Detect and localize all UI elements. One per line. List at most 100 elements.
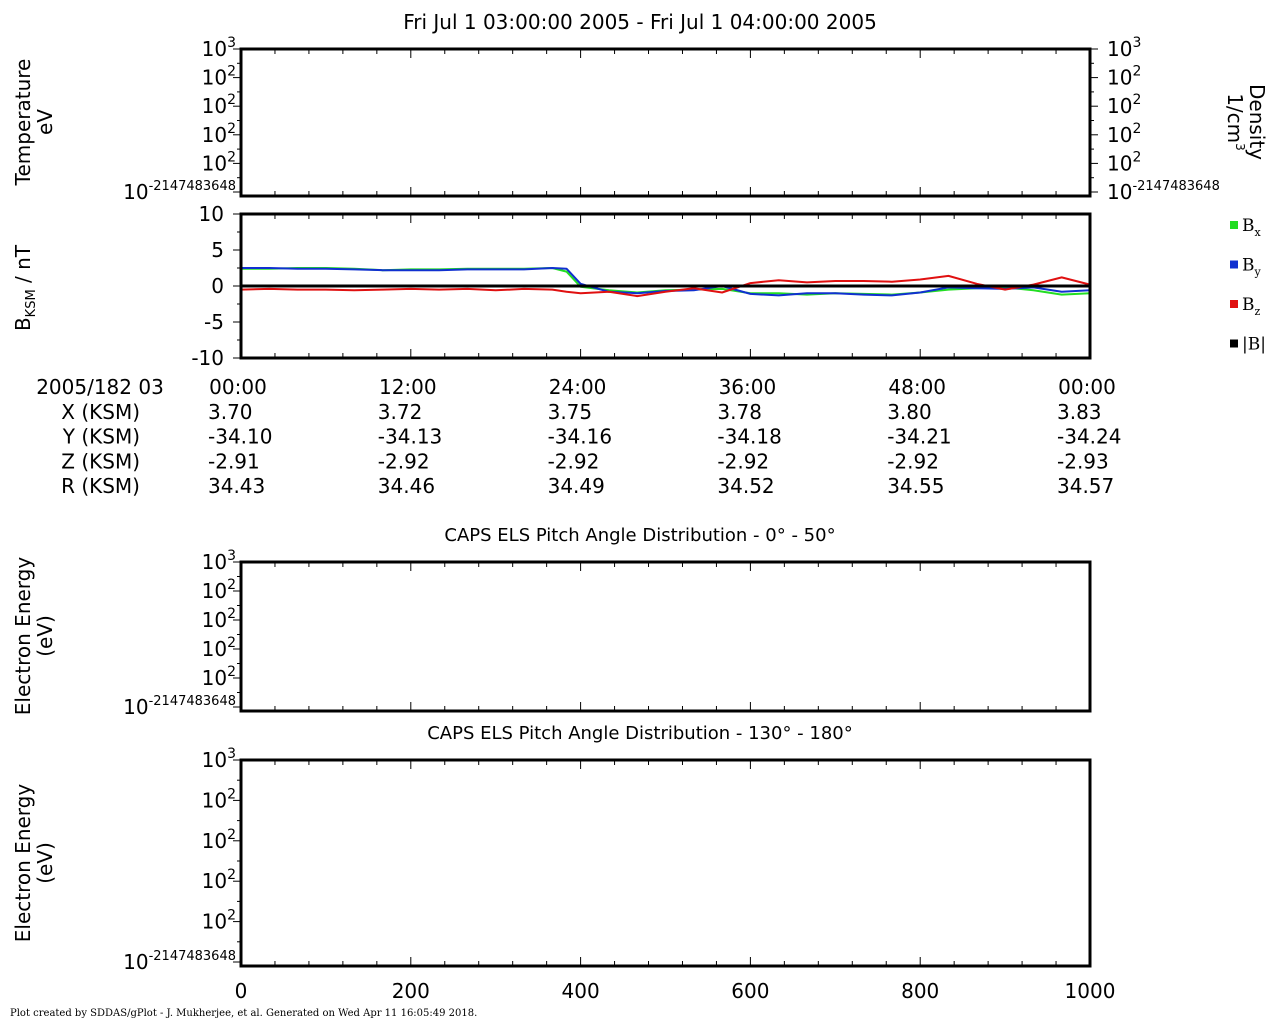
temperature-ylabel-line1: Temperature — [11, 59, 35, 187]
bfield-ytick-label: -5 — [204, 310, 224, 334]
pitch-angle-2-ytick-label-base: 10 — [202, 869, 227, 893]
pitch-angle-2-title: CAPS ELS Pitch Angle Distribution - 130°… — [427, 723, 853, 744]
ephemeris-value: 3.78 — [717, 400, 762, 424]
ephemeris-row-label: Y (KSM) — [62, 425, 140, 449]
ephemeris-value: 3.83 — [1057, 400, 1102, 424]
pitch-angle-1-ytick-label-base: 10 — [123, 695, 148, 719]
pitch-angle-1-ytick-label: 102 — [202, 664, 236, 690]
pitch-angle-2-plot-frame — [239, 758, 1092, 968]
ephemeris-time-label: 24:00 — [549, 375, 607, 399]
legend-label-bz-base: B — [1242, 295, 1255, 315]
pitch-angle-1-ytick-label-exponent: 2 — [227, 664, 236, 680]
pitch-angle-2-ytick-label-exponent: 2 — [227, 827, 236, 843]
ephemeris-value: -2.93 — [1057, 449, 1109, 473]
pitch-angle-1-ytick-label: 102 — [202, 606, 236, 632]
pitch-angle-2-ytick-label-exponent: 3 — [227, 746, 236, 762]
ephemeris-value: -2.92 — [548, 449, 600, 473]
density-ytick-label: 102 — [1107, 121, 1141, 147]
pitch-angle-2-xtick-label: 800 — [901, 979, 939, 1003]
pitch-angle-1-ytick-label-base: 10 — [202, 550, 227, 574]
pitch-angle-2-ytick-label: 10-2147483648 — [123, 949, 236, 974]
bfield-ytick-labels: 10 5 0 -5 -10 — [191, 202, 224, 370]
pitch-angle-1-ytick-label-base: 10 — [202, 637, 227, 661]
series-line-bz — [240, 274, 1091, 298]
temperature-ytick-label-exponent: 3 — [227, 35, 236, 51]
ephemeris-time-label: 12:00 — [379, 375, 437, 399]
density-ytick-label: 102 — [1107, 64, 1141, 90]
bfield-ytick-label: 5 — [211, 238, 224, 262]
ephemeris-value: 34.49 — [548, 474, 605, 498]
temperature-ytick-label: 102 — [202, 92, 236, 118]
density-ytick-label-base: 10 — [1107, 66, 1132, 90]
temperature-ytick-label-base: 10 — [202, 37, 227, 61]
density-ytick-label-exponent: 2 — [1132, 92, 1141, 108]
ephemeris-value: 3.72 — [378, 400, 423, 424]
pitch-angle-2-ytick-label-base: 10 — [202, 748, 227, 772]
pitch-angle-panel-2: CAPS ELS Pitch Angle Distribution - 130°… — [11, 723, 1115, 1003]
ephemeris-value: -34.24 — [1057, 425, 1121, 449]
ephemeris-value: -34.10 — [208, 425, 272, 449]
ephemeris-value: -34.21 — [887, 425, 951, 449]
pitch-angle-2-xtick-label: 600 — [731, 979, 769, 1003]
pitch-angle-2-ylabel-line1: Electron Energy — [11, 784, 35, 943]
bfield-ylabel: BKSM / nT — [11, 244, 39, 331]
temperature-ylabel-line2: eV — [33, 109, 57, 135]
density-unit: 1/cm — [1223, 93, 1247, 143]
pitch-angle-1-ytick-label-exponent: 2 — [227, 635, 236, 651]
temperature-ytick-label-base: 10 — [202, 151, 227, 175]
legend-label-btot: |B| — [1242, 335, 1266, 355]
pitch-angle-1-ytick-label: 10-2147483648 — [123, 694, 236, 719]
bfield-ticks — [233, 213, 1091, 359]
legend-swatch-by — [1230, 260, 1238, 269]
pitch-angle-1-ylabel-line2: (eV) — [33, 615, 57, 657]
pitch-angle-2-ylabel-line2: (eV) — [33, 842, 57, 884]
ephemeris-value: -2.91 — [208, 449, 260, 473]
legend-swatch-btot — [1230, 339, 1238, 348]
ephemeris-value: -34.13 — [378, 425, 442, 449]
pitch-angle-2-ytick-label-exponent: 2 — [227, 786, 236, 802]
density-ytick-label-base: 10 — [1107, 151, 1132, 175]
pitch-angle-2-ytick-label: 102 — [202, 908, 236, 934]
bfield-series-lines — [240, 267, 1091, 298]
pitch-angle-2-xtick-label: 0 — [235, 979, 248, 1003]
pitch-angle-2-ytick-label-base: 10 — [202, 910, 227, 934]
temperature-ytick-label-exponent: 2 — [227, 121, 236, 137]
footer-credit: Plot created by SDDAS/gPlot - J. Mukherj… — [10, 1008, 477, 1019]
ephemeris-value: 3.75 — [548, 400, 593, 424]
pitch-angle-1-ytick-label-exponent: -2147483648 — [149, 694, 236, 709]
density-ytick-label-base: 10 — [1107, 123, 1132, 147]
pitch-angle-1-ytick-label-exponent: 2 — [227, 606, 236, 622]
bfield-ylabel-main: B — [11, 317, 35, 331]
temperature-ytick-label-exponent: 2 — [227, 149, 236, 165]
pitch-angle-panel-1: CAPS ELS Pitch Angle Distribution - 0° -… — [11, 525, 1092, 719]
pitch-angle-2-xtick-label: 400 — [562, 979, 600, 1003]
ephemeris-value: 3.80 — [887, 400, 932, 424]
ephemeris-value: 34.57 — [1057, 474, 1114, 498]
pitch-angle-2-ytick-label: 102 — [202, 867, 236, 893]
pitch-angle-1-ytick-label-base: 10 — [202, 666, 227, 690]
legend-label-bx-base: B — [1242, 216, 1255, 236]
legend-label-bx-sub: x — [1255, 226, 1262, 239]
density-label-line2: 1/cm3 — [1223, 93, 1247, 151]
temperature-ytick-label-base: 10 — [202, 66, 227, 90]
ephemeris-time-label: 36:00 — [719, 375, 777, 399]
density-ytick-label-exponent: 2 — [1132, 121, 1141, 137]
density-ytick-label-base: 10 — [1107, 180, 1132, 204]
temperature-left-ticks — [233, 48, 240, 193]
ephemeris-value: -2.92 — [378, 449, 430, 473]
temperature-ytick-label-base: 10 — [202, 123, 227, 147]
ephemeris-value: 34.52 — [717, 474, 774, 498]
ephemeris-value: 3.70 — [208, 400, 253, 424]
pitch-angle-2-ytick-label-exponent: 2 — [227, 908, 236, 924]
pitch-angle-2-xtick-label: 1000 — [1065, 979, 1116, 1003]
density-ytick-label: 102 — [1107, 149, 1141, 175]
series-line-by — [241, 267, 1091, 297]
temperature-ytick-label-base: 10 — [202, 94, 227, 118]
pitch-angle-1-ticks — [233, 561, 1091, 711]
pitch-angle-2-ytick-label-exponent: -2147483648 — [149, 949, 236, 964]
